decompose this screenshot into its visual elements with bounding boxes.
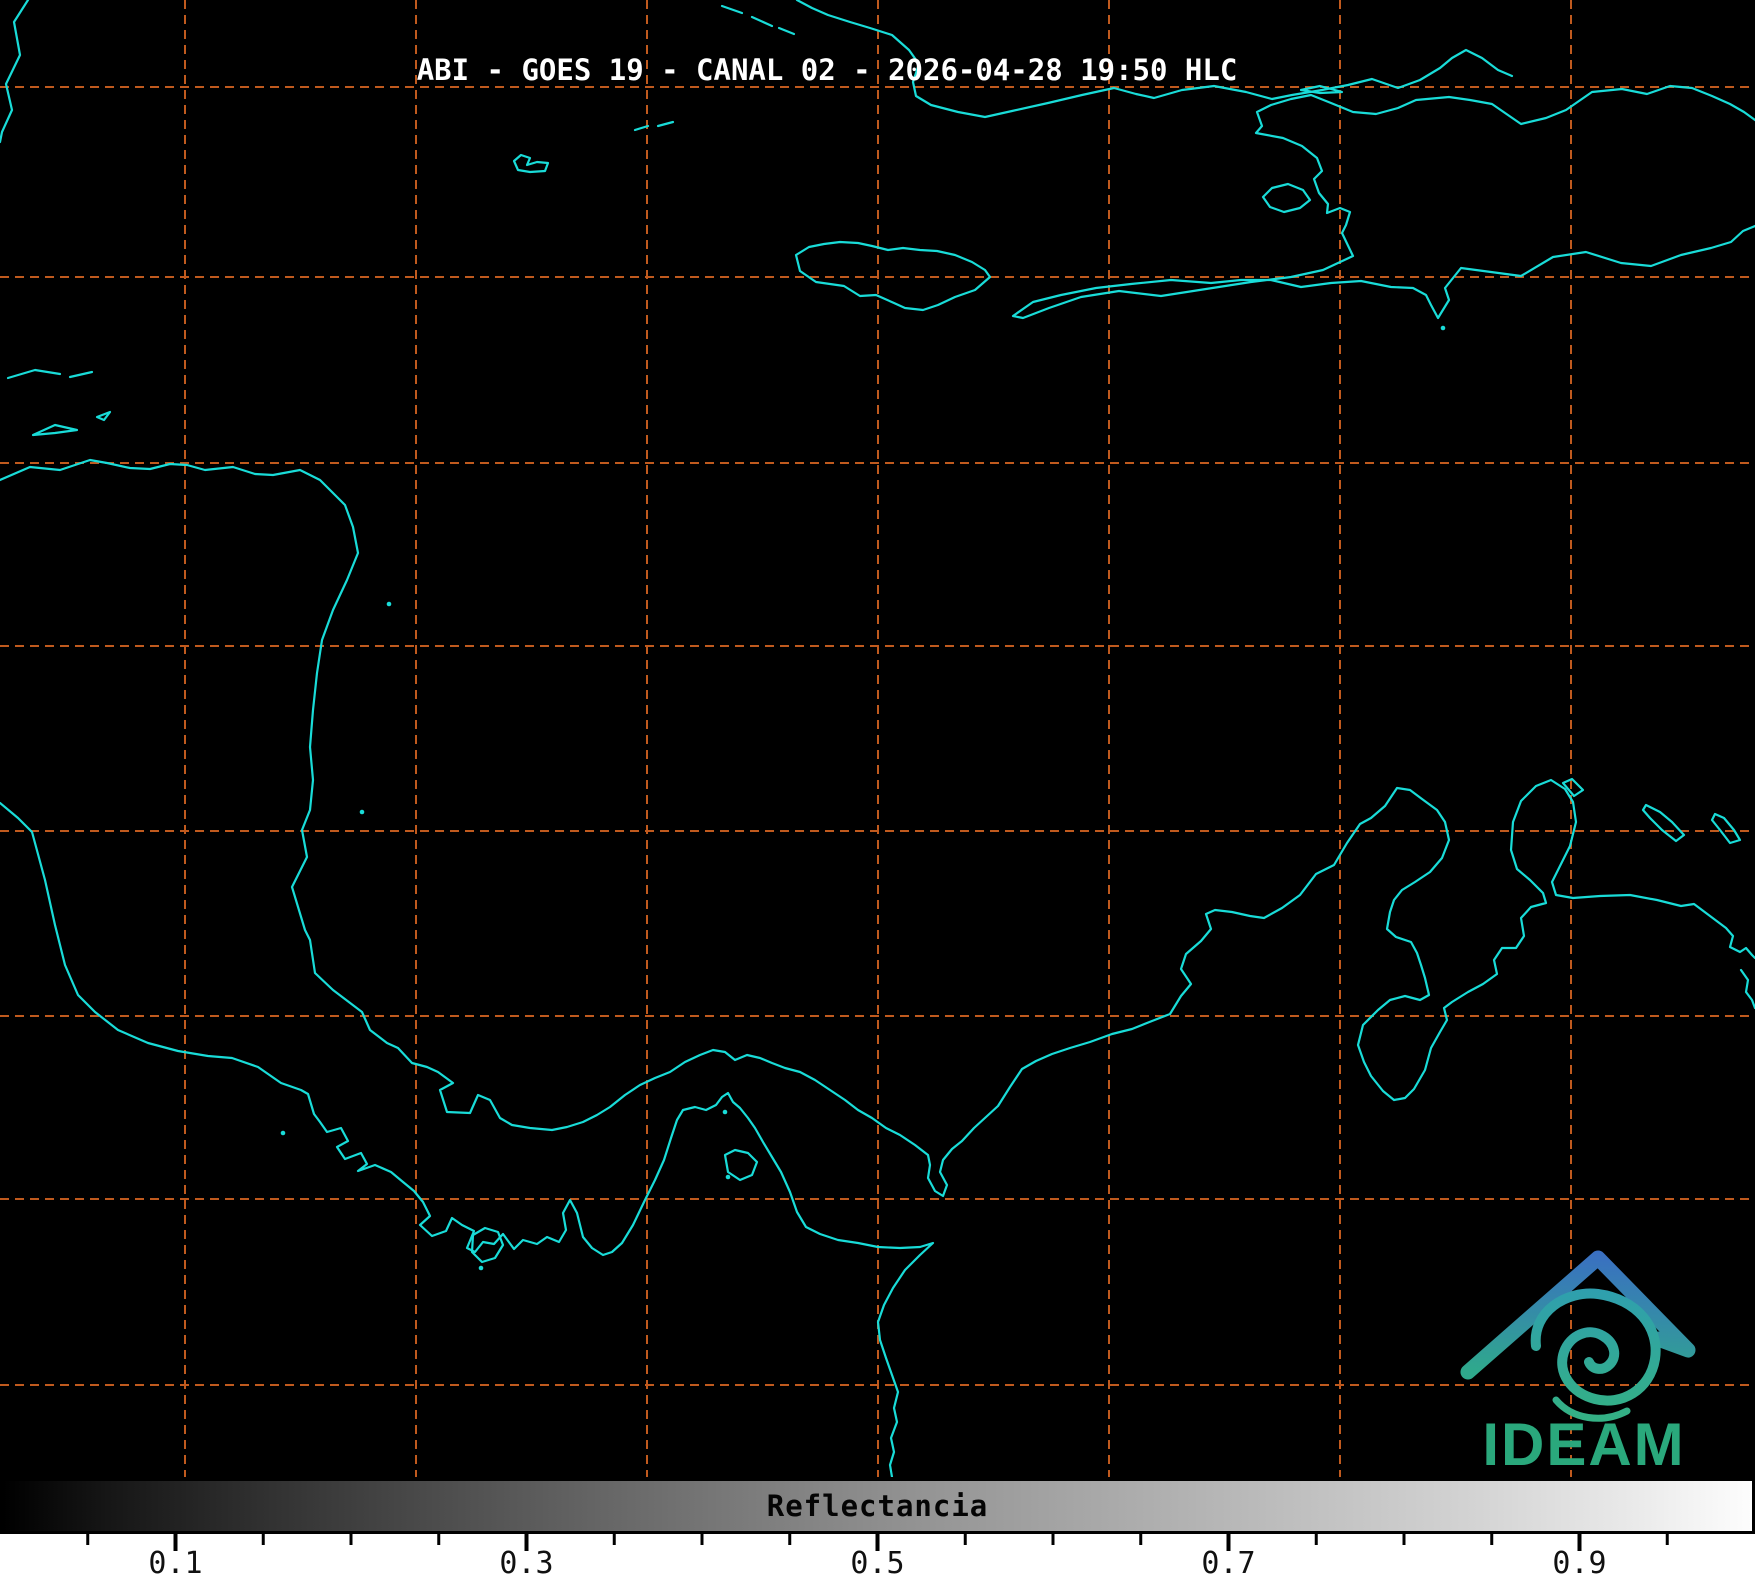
tick-label: 0.9 <box>1552 1546 1606 1577</box>
coastline-belize-cays-1 <box>6 368 62 380</box>
island-roatan <box>31 423 79 437</box>
coastline-venezuela-coast-bump <box>1739 968 1755 1010</box>
island-pearl-islands <box>723 1148 759 1182</box>
ideam-wordmark: IDEAM <box>1482 1411 1685 1477</box>
tick-label: 0.7 <box>1201 1546 1255 1577</box>
coastline-belize-cays-2 <box>68 370 94 379</box>
colorbar-label: Reflectancia <box>766 1489 989 1523</box>
map-canvas: ABI - GOES 19 - CANAL 02 - 2026-04-28 19… <box>0 0 1755 1477</box>
coastline-hispaniola <box>1011 84 1755 320</box>
coastline-cuba-south-coast <box>795 0 1514 119</box>
island-curacao <box>1641 803 1686 843</box>
island-bonaire <box>1710 812 1742 845</box>
islet-speck <box>386 601 392 607</box>
coastline-layer <box>0 0 1755 1477</box>
coastline-central-america-caribbean-coast <box>0 458 1755 1198</box>
coastline-cayman-brac <box>633 124 650 132</box>
tick-label: 0.3 <box>499 1546 553 1577</box>
island-gonave <box>1261 182 1312 214</box>
island-grand-cayman <box>512 153 550 174</box>
tick-label: 0.1 <box>148 1546 202 1577</box>
islet-speck <box>478 1265 484 1271</box>
coastline-little-cayman <box>656 120 675 128</box>
map-title: ABI - GOES 19 - CANAL 02 - 2026-04-28 19… <box>417 53 1238 87</box>
ideam-swirl-tail-icon <box>1552 1396 1631 1422</box>
ideam-logo: IDEAM <box>1460 1250 1696 1477</box>
island-jamaica <box>794 240 992 312</box>
islet-speck <box>722 1109 728 1115</box>
islet-speck <box>359 809 365 815</box>
island-coiba <box>470 1226 505 1264</box>
islet-speck <box>1440 325 1446 331</box>
island-aruba <box>1561 777 1585 798</box>
ideam-mountain-icon <box>1460 1250 1696 1380</box>
ideam-swirl-icon <box>1530 1288 1661 1406</box>
tick-label: 0.5 <box>850 1546 904 1577</box>
islet-speck <box>725 1174 731 1180</box>
islet-speck <box>280 1130 286 1136</box>
colorbar-axis: 0.1 0.3 0.5 0.7 0.9 <box>0 1534 1755 1577</box>
coastline-cuba-cays-2 <box>750 15 774 28</box>
island-guanaja <box>95 410 112 422</box>
coastline-cuba-cays-1 <box>720 4 744 15</box>
colorbar: Reflectancia <box>0 1478 1755 1534</box>
coastline-yucatan-coast <box>0 0 30 144</box>
coastline-cuba-cays-3 <box>777 26 796 36</box>
grid-layer <box>0 0 1755 1477</box>
coastline-pacific-coast <box>0 801 935 1477</box>
island-tortuga <box>1299 84 1344 95</box>
